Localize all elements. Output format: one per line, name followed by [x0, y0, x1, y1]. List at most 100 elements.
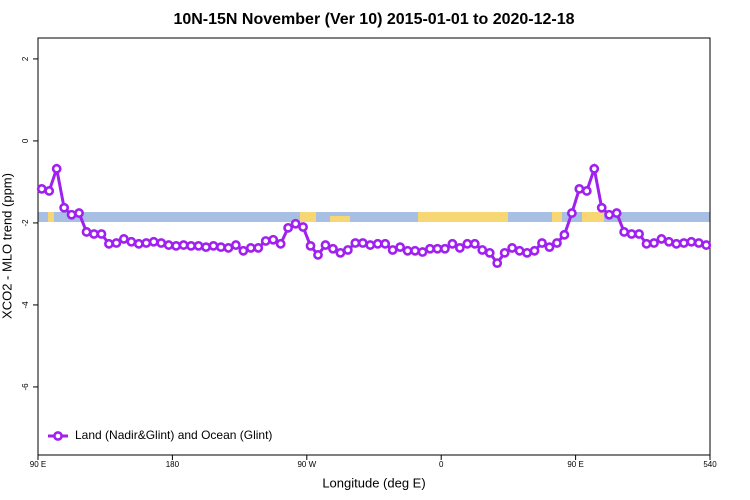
point	[656, 234, 667, 244]
point	[649, 238, 659, 248]
point	[380, 238, 391, 249]
point	[335, 247, 346, 258]
point	[118, 234, 129, 244]
point	[425, 243, 435, 254]
point	[238, 245, 249, 256]
point	[268, 234, 279, 245]
point	[589, 163, 600, 174]
point	[208, 240, 219, 251]
point	[507, 243, 518, 253]
point	[619, 227, 630, 237]
point	[186, 240, 196, 251]
point	[275, 238, 286, 249]
y-tick-label: -4	[21, 301, 30, 309]
point	[156, 238, 167, 248]
x-tick-label: 180	[166, 460, 180, 469]
point	[290, 218, 301, 229]
point	[36, 183, 47, 194]
point	[559, 229, 570, 240]
point	[410, 245, 420, 256]
point	[163, 240, 174, 250]
chart-title: 10N-15N November (Ver 10) 2015-01-01 to …	[173, 11, 574, 28]
y-tick-label: 2	[21, 56, 30, 61]
point	[499, 247, 510, 258]
point	[171, 240, 182, 251]
point	[283, 222, 294, 233]
point	[469, 238, 480, 249]
point	[365, 240, 376, 250]
point	[328, 243, 338, 254]
point	[664, 236, 674, 247]
point	[462, 238, 473, 249]
y-tick-label: 0	[21, 138, 30, 143]
point	[701, 240, 712, 250]
point	[402, 245, 413, 256]
point	[44, 186, 55, 196]
land-ocean-strip	[38, 212, 710, 222]
point	[357, 238, 368, 248]
point	[484, 247, 495, 258]
point	[96, 229, 107, 239]
point	[111, 238, 122, 248]
x-tick-label: 540	[703, 460, 717, 469]
point	[193, 240, 204, 251]
y-axis-label: XCO2 - MLO trend (ppm)	[0, 173, 14, 319]
point	[51, 163, 62, 174]
point	[387, 245, 398, 255]
y-tick-label: -6	[21, 383, 30, 391]
point	[89, 229, 99, 239]
point	[260, 236, 271, 246]
x-tick-label: 0	[439, 460, 444, 469]
point	[686, 236, 697, 247]
point	[574, 183, 585, 194]
point	[611, 208, 622, 218]
y-tick-label: -2	[21, 219, 30, 227]
point	[634, 229, 644, 239]
point	[245, 243, 256, 253]
point	[148, 236, 159, 247]
point	[223, 243, 234, 253]
point	[492, 258, 503, 269]
point	[81, 227, 92, 237]
point	[454, 243, 465, 253]
point	[216, 242, 226, 253]
point	[544, 242, 555, 253]
point	[514, 245, 525, 256]
point	[178, 240, 189, 250]
legend-label: Land (Nadir&Glint) and Ocean (Glint)	[75, 428, 272, 442]
point	[417, 247, 428, 257]
point	[298, 222, 308, 232]
point	[693, 238, 704, 248]
point	[432, 243, 443, 254]
point	[313, 250, 323, 260]
point	[201, 242, 211, 253]
point	[126, 236, 137, 247]
point	[566, 208, 577, 218]
point	[253, 243, 264, 253]
point	[641, 238, 652, 249]
point	[596, 202, 607, 213]
point	[66, 209, 77, 220]
point	[350, 238, 361, 248]
point	[552, 238, 562, 248]
point	[678, 238, 689, 248]
point	[447, 238, 458, 249]
point	[59, 202, 70, 213]
point	[141, 238, 152, 248]
legend-marker	[53, 431, 63, 441]
point	[529, 245, 540, 256]
point	[537, 238, 547, 248]
point	[342, 245, 353, 255]
point	[626, 229, 637, 239]
point	[477, 245, 488, 255]
point	[581, 186, 592, 196]
point	[230, 240, 241, 250]
x-axis-label: Longitude (deg E)	[322, 475, 425, 490]
point	[440, 243, 450, 254]
x-tick-label: 90 E	[30, 460, 46, 469]
point	[74, 208, 84, 218]
x-tick-label: 90 E	[567, 460, 583, 469]
point	[522, 247, 532, 258]
point	[104, 238, 114, 249]
